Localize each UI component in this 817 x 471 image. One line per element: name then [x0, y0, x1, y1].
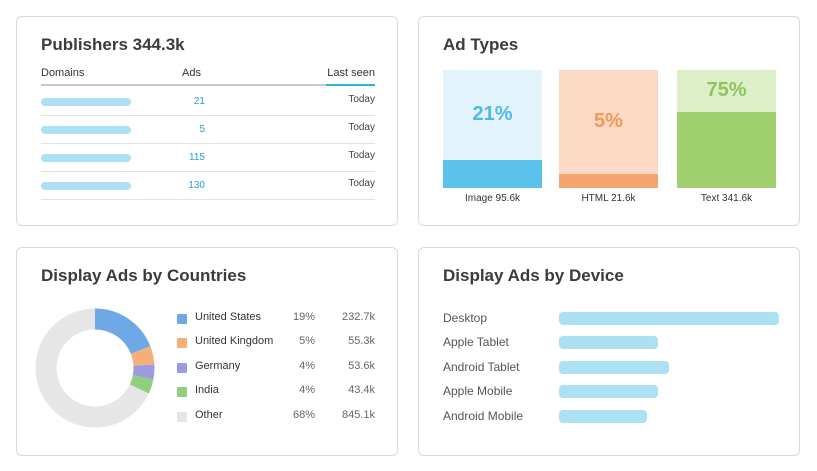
legend-percent: 68%	[292, 409, 315, 421]
device-name: Android Mobile	[443, 409, 524, 423]
devices-card: Display Ads by Device Desktop Apple Tabl…	[418, 247, 800, 456]
legend-swatch	[177, 338, 187, 348]
legend-item-other[interactable]: Other 68% 845.1k	[177, 409, 377, 423]
ads-count[interactable]: 130	[188, 180, 205, 191]
device-bar[interactable]	[559, 385, 658, 398]
ad-type-image-block[interactable]: 21%	[443, 70, 542, 188]
table-row[interactable]: 21 Today	[41, 88, 375, 116]
device-bar[interactable]	[559, 410, 647, 423]
legend-item-united-kingdom[interactable]: United Kingdom 5% 55.3k	[177, 335, 377, 349]
ad-type-html-percent: 5%	[594, 110, 623, 132]
device-row-apple-tablet[interactable]: Apple Tablet	[443, 335, 779, 349]
device-bar[interactable]	[559, 336, 658, 349]
publishers-card: Publishers 344.3k Domains Ads Last seen …	[16, 16, 398, 226]
device-row-android-mobile[interactable]: Android Mobile	[443, 409, 779, 423]
legend-swatch	[177, 412, 187, 422]
ad-type-html-label: HTML 21.6k	[581, 193, 636, 204]
device-name: Apple Mobile	[443, 384, 513, 398]
device-bar[interactable]	[559, 361, 669, 374]
device-row-android-tablet[interactable]: Android Tablet	[443, 360, 779, 374]
ad-types-title: Ad Types	[443, 35, 519, 54]
device-name: Apple Tablet	[443, 335, 509, 349]
domain-placeholder[interactable]	[41, 126, 131, 134]
last-seen-value: Today	[348, 94, 375, 105]
legend-country-name: Other	[195, 409, 223, 421]
ad-type-text-label: Text 341.6k	[700, 193, 753, 204]
domain-placeholder[interactable]	[41, 182, 131, 190]
publishers-table-header: Domains Ads Last seen	[41, 67, 375, 86]
legend-percent: 4%	[299, 360, 315, 372]
legend-value: 845.1k	[341, 409, 375, 421]
legend-swatch	[177, 363, 187, 373]
donut-slice-other[interactable]	[35, 308, 155, 428]
device-name: Android Tablet	[443, 360, 520, 374]
donut-slice-germany[interactable]	[35, 308, 155, 428]
countries-card: Display Ads by Countries United States 1…	[16, 247, 398, 456]
legend-item-germany[interactable]: Germany 4% 53.6k	[177, 360, 377, 374]
ads-count[interactable]: 115	[189, 152, 205, 163]
legend-country-name: Germany	[195, 360, 241, 372]
table-row[interactable]: 115 Today	[41, 144, 375, 172]
legend-country-name: India	[195, 384, 219, 396]
ad-type-text-fill	[677, 112, 776, 188]
legend-item-united-states[interactable]: United States 19% 232.7k	[177, 311, 377, 325]
legend-percent: 4%	[299, 384, 315, 396]
legend-swatch	[177, 314, 187, 324]
ad-type-text-percent: 75%	[706, 79, 747, 101]
legend-country-name: United States	[195, 311, 262, 323]
ad-type-html-block[interactable]: 5%	[559, 70, 658, 188]
ad-type-html-fill	[559, 174, 658, 188]
ad-type-image-fill	[443, 160, 542, 188]
legend-country-name: United Kingdom	[195, 335, 274, 347]
ads-count[interactable]: 5	[199, 124, 205, 135]
ad-type-image-percent: 21%	[472, 103, 513, 125]
last-seen-value: Today	[348, 178, 375, 189]
countries-donut-chart[interactable]	[34, 307, 156, 429]
column-header-domains[interactable]: Domains	[41, 67, 85, 79]
publishers-title: Publishers 344.3k	[41, 35, 185, 54]
legend-value: 43.4k	[348, 384, 375, 396]
legend-percent: 5%	[299, 335, 315, 347]
last-seen-value: Today	[348, 122, 375, 133]
ad-types-card: Ad Types 21% Image 95.6k 5% HTML 21.6k 7…	[418, 16, 800, 226]
domain-placeholder[interactable]	[41, 154, 131, 162]
legend-value: 53.6k	[348, 360, 375, 372]
column-header-ads[interactable]: Ads	[182, 67, 201, 79]
legend-value: 55.3k	[348, 335, 375, 347]
table-row[interactable]: 5 Today	[41, 116, 375, 144]
legend-swatch	[177, 387, 187, 397]
ad-type-text-block[interactable]: 75%	[677, 70, 776, 188]
domain-placeholder[interactable]	[41, 98, 131, 106]
device-name: Desktop	[443, 311, 488, 325]
column-header-last-seen[interactable]: Last seen	[327, 67, 375, 79]
ads-count[interactable]: 21	[193, 96, 205, 107]
ad-type-image-label: Image 95.6k	[464, 193, 521, 204]
table-row[interactable]: 130 Today	[41, 172, 375, 200]
legend-percent: 19%	[292, 311, 315, 323]
device-bar[interactable]	[559, 312, 779, 325]
countries-title: Display Ads by Countries	[41, 266, 247, 285]
legend-item-india[interactable]: India 4% 43.4k	[177, 384, 377, 398]
sort-indicator	[326, 84, 375, 86]
devices-title: Display Ads by Device	[443, 266, 624, 285]
legend-value: 232.7k	[341, 311, 375, 323]
last-seen-value: Today	[348, 150, 375, 161]
device-row-desktop[interactable]: Desktop	[443, 311, 779, 325]
device-row-apple-mobile[interactable]: Apple Mobile	[443, 384, 779, 398]
